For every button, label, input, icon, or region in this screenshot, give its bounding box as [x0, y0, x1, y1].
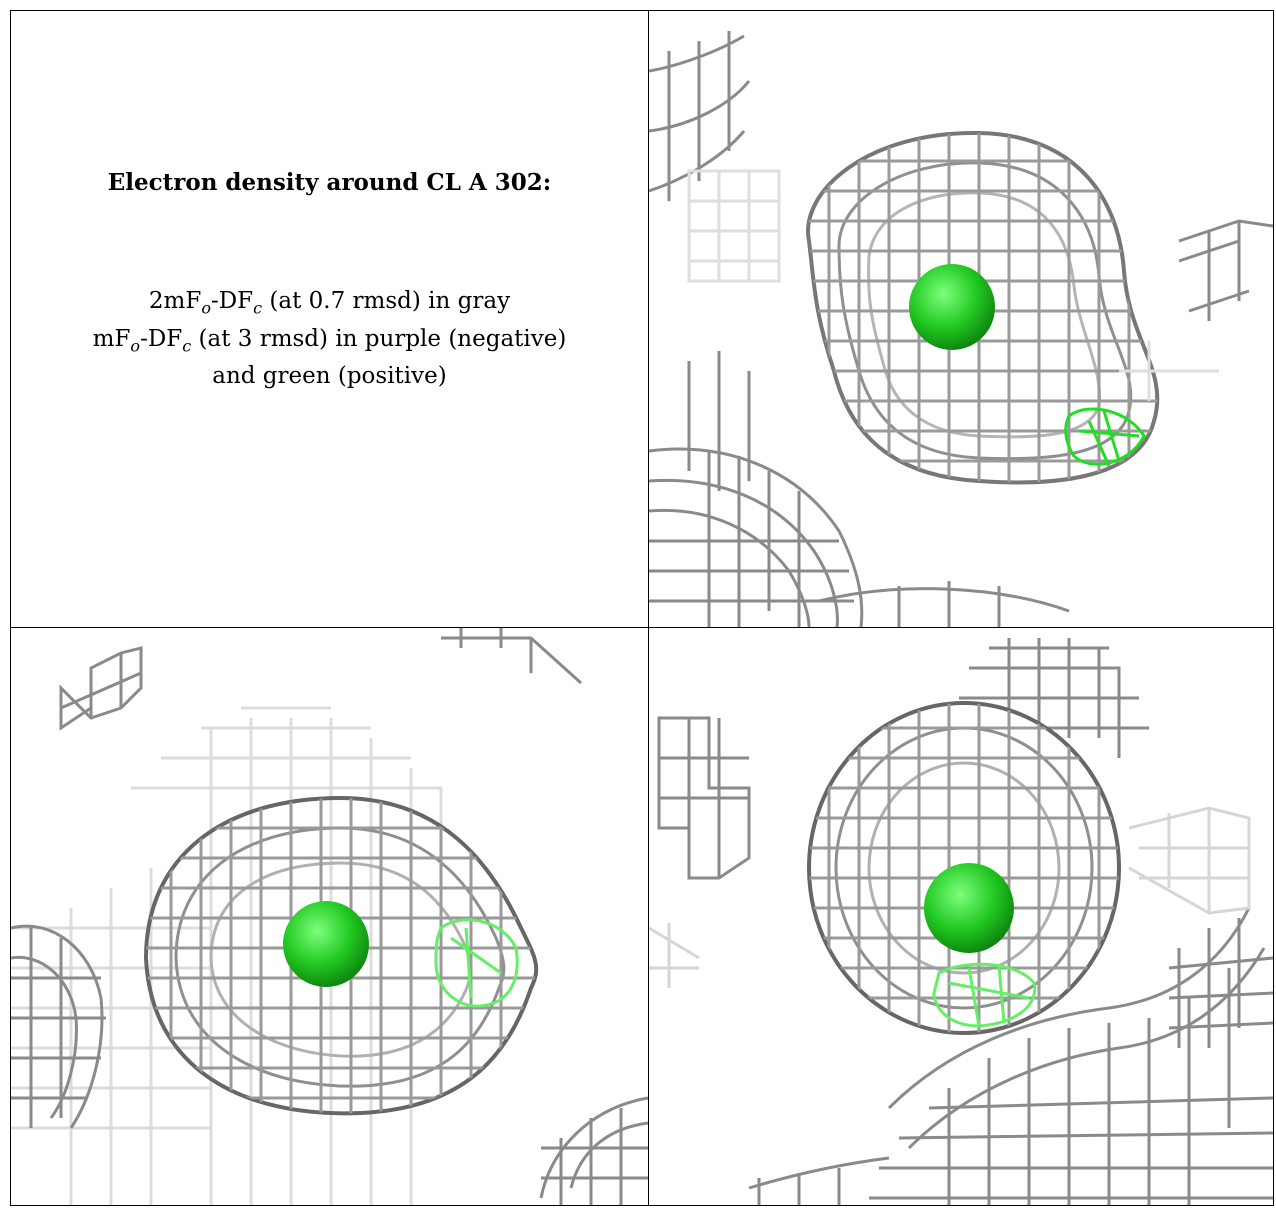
- mesh-2fofc-faint: [649, 806, 1251, 988]
- chloride-atom-icon: [909, 264, 995, 350]
- mesh-fofc-positive: [1064, 407, 1146, 467]
- legend-line-colors: and green (positive): [212, 363, 447, 390]
- vertical-divider: [648, 11, 649, 1205]
- mesh-2fofc-peripheral: [11, 628, 648, 1205]
- caption-panel: Electron density around CL A 302: 2mFo-D…: [11, 11, 648, 627]
- horizontal-divider: [11, 627, 1273, 628]
- mesh-2fofc-peripheral: [657, 638, 1273, 1205]
- chloride-atom-icon: [924, 863, 1014, 953]
- mesh-fofc-positive: [932, 962, 1037, 1028]
- view-top-right: [649, 11, 1273, 627]
- mesh-2fofc-faint: [11, 706, 443, 1205]
- mesh-fofc-positive: [434, 918, 519, 1008]
- figure-grid: Electron density around CL A 302: 2mFo-D…: [10, 10, 1274, 1206]
- density-view-svg: [649, 31, 1273, 627]
- mesh-2fofc-peripheral: [649, 31, 1273, 627]
- view-bottom-left: [11, 628, 648, 1205]
- caption-title: Electron density around CL A 302:: [107, 169, 552, 196]
- mesh-2fofc-faint: [687, 169, 1219, 401]
- legend-line-fofc: mFo-DFc (at 3 rmsd) in purple (negative): [92, 325, 567, 356]
- density-view-svg: [11, 628, 648, 1205]
- legend-line-2fofc: 2mFo-DFc (at 0.7 rmsd) in gray: [148, 288, 511, 318]
- density-view-svg: [649, 638, 1273, 1205]
- caption-legend: 2mFo-DFc (at 0.7 rmsd) in gray mFo-DFc (…: [11, 286, 648, 392]
- chloride-atom-icon: [283, 901, 369, 987]
- view-bottom-right: [649, 628, 1273, 1205]
